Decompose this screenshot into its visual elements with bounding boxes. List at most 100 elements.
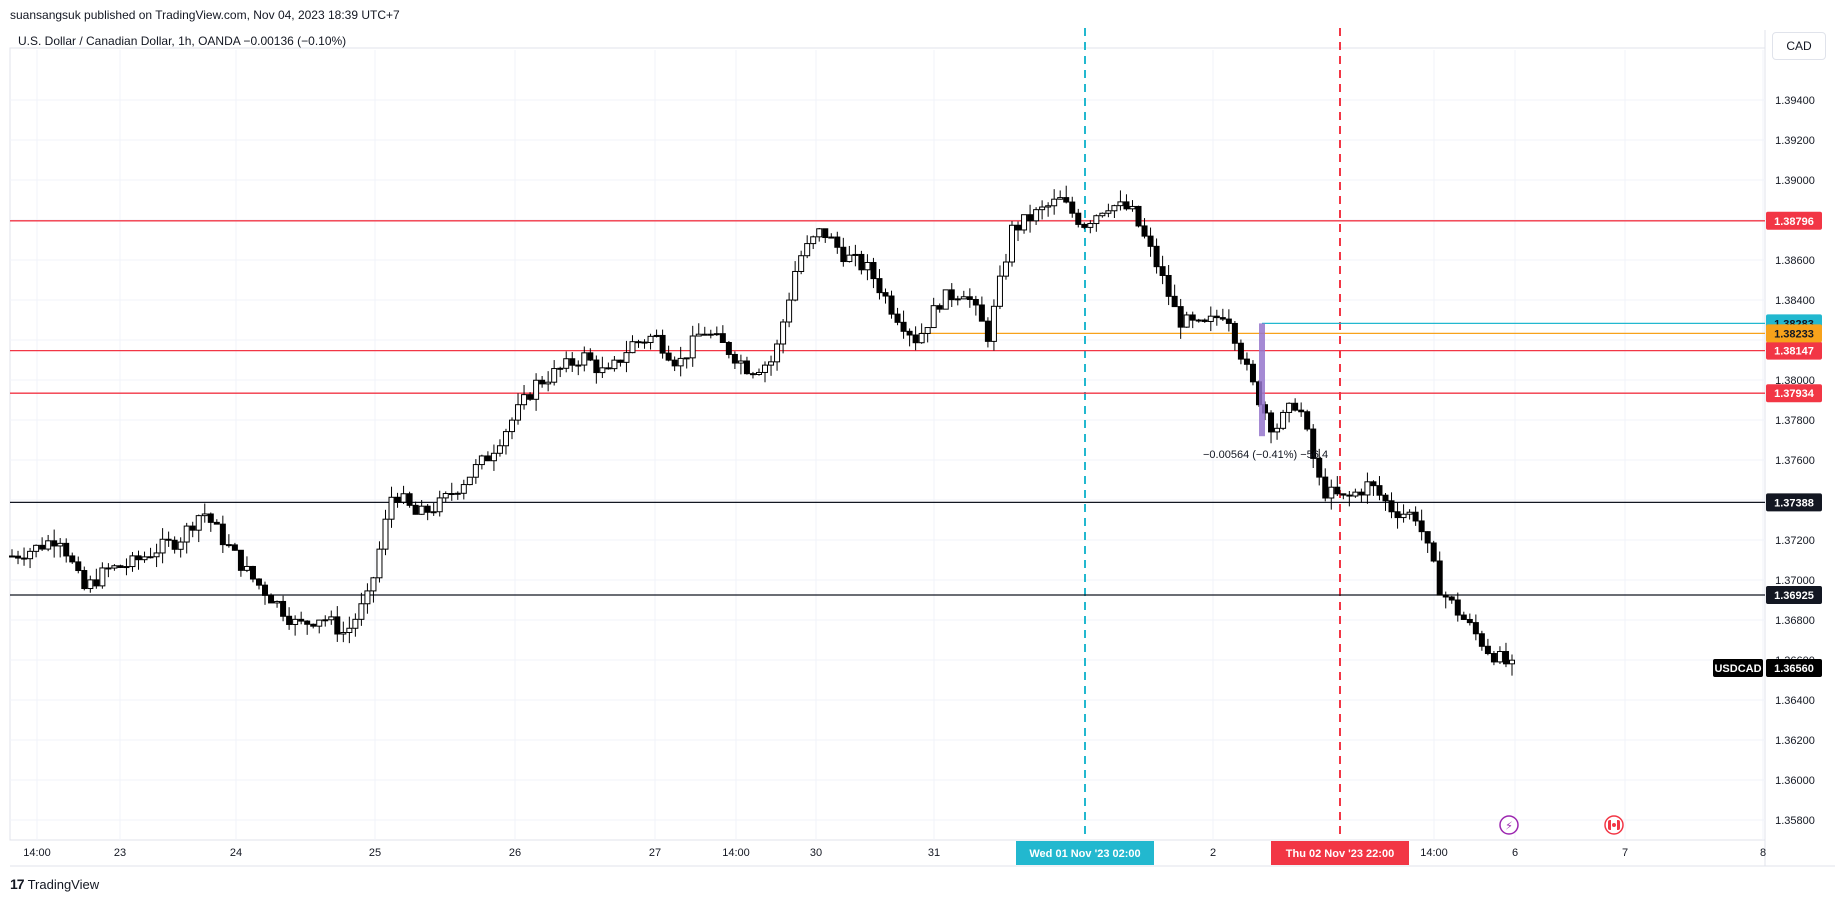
chart-grid bbox=[9, 30, 1835, 867]
candle-body bbox=[1406, 511, 1413, 515]
candle-body bbox=[725, 341, 732, 355]
candle-body bbox=[762, 364, 769, 373]
x-tick-label: 6 bbox=[1512, 847, 1518, 859]
candle-body bbox=[412, 504, 419, 515]
candle-body bbox=[719, 333, 726, 343]
candle-body bbox=[1075, 212, 1082, 225]
x-tick-label: 8 bbox=[1760, 847, 1766, 859]
candle-body bbox=[960, 296, 967, 300]
candle-body bbox=[1201, 319, 1208, 322]
candle-body bbox=[774, 343, 781, 363]
candle-body bbox=[551, 368, 558, 383]
measure-tool: −0.00564 (−0.41%) −56.4 bbox=[1203, 323, 1328, 461]
candle-body bbox=[1388, 500, 1395, 513]
candle-body bbox=[1249, 363, 1256, 383]
candle-body bbox=[165, 538, 172, 541]
candle-body bbox=[918, 332, 925, 344]
candle-body bbox=[472, 464, 479, 478]
candle-body bbox=[605, 367, 612, 370]
candle-body bbox=[262, 584, 269, 596]
candle-body bbox=[237, 549, 244, 571]
vertical-marker-tag bbox=[1271, 841, 1409, 865]
candle-body bbox=[954, 298, 961, 301]
y-tick-label: 1.36200 bbox=[1775, 735, 1815, 747]
lightning-event-icon[interactable] bbox=[1499, 815, 1519, 835]
price-level-tag-label: 1.36925 bbox=[1774, 590, 1814, 602]
candle-body bbox=[123, 566, 130, 569]
candle-body bbox=[828, 236, 835, 239]
candle-body bbox=[539, 379, 546, 385]
x-tick-label: 23 bbox=[114, 847, 126, 859]
candle-body bbox=[1093, 215, 1100, 225]
vertical-marker-tag bbox=[1016, 841, 1154, 865]
candle-body bbox=[1225, 318, 1232, 324]
candle-body bbox=[81, 570, 88, 590]
candle-body bbox=[1051, 198, 1058, 207]
last-price-tag bbox=[1766, 659, 1822, 677]
candle-body bbox=[1340, 493, 1347, 496]
candle-body bbox=[623, 352, 630, 363]
candle-body bbox=[1002, 261, 1009, 277]
candle-body bbox=[1153, 245, 1160, 268]
candle-body bbox=[1478, 633, 1485, 647]
price-level-tag bbox=[1766, 384, 1822, 403]
candle-body bbox=[177, 541, 184, 550]
candle-body bbox=[1352, 491, 1359, 497]
plot-area bbox=[10, 50, 1765, 840]
candle-body bbox=[942, 289, 949, 310]
candle-body bbox=[502, 431, 509, 447]
candle-body bbox=[1364, 481, 1371, 496]
candle-body bbox=[292, 618, 299, 625]
candle-body bbox=[1129, 205, 1136, 210]
candle-body bbox=[1123, 201, 1130, 210]
x-tick-label: 14:00 bbox=[23, 847, 51, 859]
candle-body bbox=[912, 334, 919, 344]
currency-button[interactable]: CAD bbox=[1772, 32, 1826, 60]
candle-body bbox=[882, 292, 889, 297]
candle-body bbox=[792, 270, 799, 301]
candle-body bbox=[1298, 409, 1305, 413]
candle-body bbox=[159, 538, 166, 554]
candle-body bbox=[1213, 315, 1220, 319]
candle-body bbox=[1087, 223, 1094, 228]
candle-body bbox=[466, 476, 473, 486]
price-axis: 1.358001.360001.362001.364001.366001.368… bbox=[1775, 95, 1815, 827]
candle-body bbox=[1496, 651, 1503, 663]
candle-body bbox=[617, 359, 624, 363]
candle-body bbox=[1454, 599, 1461, 616]
candle-body bbox=[436, 497, 443, 513]
candle-body bbox=[1502, 651, 1509, 665]
candle-body bbox=[533, 379, 540, 400]
candle-body bbox=[509, 419, 515, 433]
candle-body bbox=[1400, 513, 1407, 519]
candle-body bbox=[460, 484, 467, 494]
candle-body bbox=[599, 367, 606, 374]
time-axis: 14:00 23 24 25 26 27 14:00 30 31 2 14:00 6 7 8 bbox=[23, 847, 1766, 859]
price-level-tag bbox=[1766, 324, 1822, 343]
candle-body bbox=[653, 334, 660, 337]
candle-body bbox=[1009, 224, 1015, 263]
candle-body bbox=[780, 321, 787, 345]
candle-body bbox=[689, 335, 696, 359]
candle-body bbox=[707, 333, 714, 336]
y-tick-label: 1.35800 bbox=[1775, 815, 1815, 827]
candle-body bbox=[1472, 622, 1479, 635]
candle-body bbox=[183, 525, 190, 543]
candle-body bbox=[810, 236, 817, 245]
candle-body bbox=[996, 275, 1003, 307]
candle-body bbox=[1316, 457, 1323, 478]
candle-body bbox=[304, 620, 311, 625]
candle-body bbox=[340, 632, 347, 635]
candle-body bbox=[189, 525, 196, 531]
candle-body bbox=[1045, 205, 1052, 208]
candle-body bbox=[33, 544, 40, 552]
candle-body bbox=[268, 594, 275, 604]
candle-body bbox=[1021, 214, 1028, 231]
candle-body bbox=[755, 371, 762, 375]
x-tick-label: 14:00 bbox=[1420, 847, 1448, 859]
candle-body bbox=[1430, 542, 1437, 562]
candle-body bbox=[117, 565, 124, 568]
x-tick-label: 26 bbox=[509, 847, 521, 859]
y-tick-label: 1.39200 bbox=[1775, 135, 1815, 147]
